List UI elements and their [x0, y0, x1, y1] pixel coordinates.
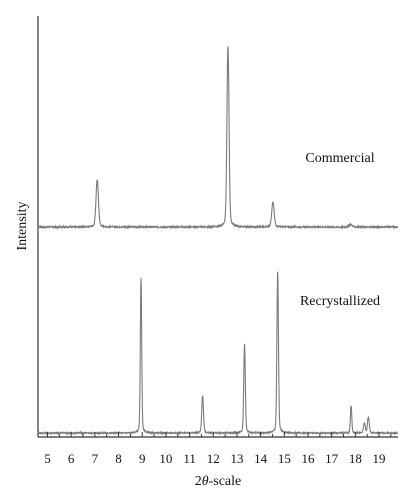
x-tick-label: 5	[44, 451, 51, 466]
x-tick-label: 15	[278, 451, 291, 466]
trace-commercial	[37, 46, 399, 230]
x-tick-label: 16	[302, 451, 316, 466]
x-tick-label: 14	[254, 451, 268, 466]
axes	[37, 16, 398, 438]
y-axis-label: Intensity	[15, 202, 30, 251]
x-tick-label: 19	[373, 451, 386, 466]
x-tick-label: 6	[68, 451, 75, 466]
x-tick-label: 12	[207, 451, 220, 466]
x-axis-label: 2θ-scale	[195, 474, 242, 489]
x-tick-label: 10	[159, 451, 172, 466]
series-label-commercial: Commercial	[305, 151, 374, 166]
series-label-recrystallized: Recrystallized	[300, 294, 380, 309]
x-tick-label: 17	[325, 451, 339, 466]
x-tick-label: 11	[183, 451, 196, 466]
x-ticks: 5 6 7 8 9 10 11 12 13 14 15 16 17 18 19	[44, 432, 392, 466]
x-tick-label: 9	[139, 451, 146, 466]
x-tick-label: 13	[230, 451, 243, 466]
x-tick-label: 18	[349, 451, 362, 466]
x-tick-label: 8	[115, 451, 122, 466]
x-tick-label: 7	[92, 451, 99, 466]
traces	[37, 46, 399, 436]
labels: Commercial Recrystallized Intensity 2θ-scal…	[15, 151, 380, 489]
trace-recrystallized	[37, 271, 399, 436]
